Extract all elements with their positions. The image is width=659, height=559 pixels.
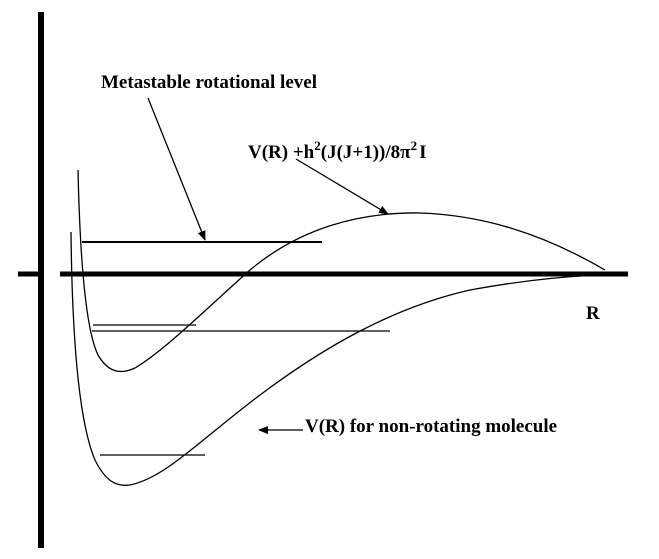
r-axis-label: R [586,303,600,324]
effective-potential-label: V(R) +h2(J(J+1))/8π2 I [248,138,426,163]
nonrotating-potential-curve [70,231,611,486]
effective-potential-arrow [295,158,389,215]
metastable-label: Metastable rotational level [101,72,317,93]
effective-potential-curve [77,169,606,373]
nonrotating-label: V(R) for non-rotating molecule [305,416,557,437]
metastable-arrow [147,97,206,241]
